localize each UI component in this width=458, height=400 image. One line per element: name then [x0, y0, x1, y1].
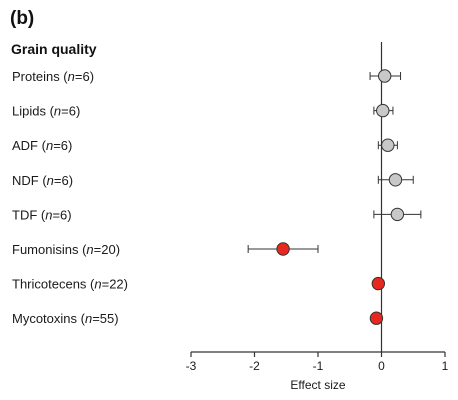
row-label-count: =22) [102, 277, 128, 292]
row-label-prefix: TDF ( [12, 207, 46, 222]
row-label-n: n [54, 104, 61, 119]
row-label-count: =6) [52, 207, 71, 222]
row-label-prefix: Fumonisins ( [12, 242, 87, 257]
row-label-n: n [45, 207, 52, 222]
row-label: ADF (n=6) [12, 138, 72, 153]
x-axis-title: Effect size [290, 378, 345, 392]
row-label: Mycotoxins (n=55) [12, 311, 119, 326]
row-label-count: =6) [61, 104, 80, 119]
row-label-n: n [86, 242, 93, 257]
row-label: Proteins (n=6) [12, 69, 94, 84]
row-label: TDF (n=6) [12, 207, 72, 222]
rows: Proteins (n=6)Lipids (n=6)ADF (n=6)NDF (… [12, 69, 422, 326]
effect-point [381, 138, 395, 152]
row-label-count: =6) [54, 173, 73, 188]
x-tick-label: -2 [249, 359, 260, 373]
row-label-prefix: Thricotecens ( [12, 277, 95, 292]
effect-point [276, 242, 290, 256]
panel-label: (b) [10, 8, 34, 29]
row-label-prefix: Proteins ( [12, 69, 68, 84]
x-tick-label: -3 [186, 359, 197, 373]
row-label-prefix: Mycotoxins ( [12, 311, 86, 326]
effect-point [376, 103, 390, 118]
row-label-prefix: NDF ( [12, 173, 47, 188]
x-tick-label: -1 [313, 359, 324, 373]
row-label-n: n [68, 69, 75, 84]
effect-point [390, 207, 405, 222]
effect-point [388, 173, 403, 187]
effect-point [371, 276, 386, 291]
row-label: Lipids (n=6) [12, 104, 80, 119]
axes: -3 -2 -1 0 1 [186, 42, 449, 373]
row-label-count: =55) [92, 311, 118, 326]
row-label-n: n [47, 173, 54, 188]
row-label: Thricotecens (n=22) [12, 277, 128, 292]
effect-point [369, 311, 384, 325]
row-label-count: =6) [75, 69, 94, 84]
row-label-count: =6) [53, 138, 72, 153]
row-label-n: n [94, 277, 101, 292]
row-label-n: n [85, 311, 92, 326]
row-label: Fumonisins (n=20) [12, 242, 120, 257]
x-tick-label: 1 [442, 359, 449, 373]
row-label-prefix: ADF ( [12, 138, 47, 153]
x-tick-label: 0 [378, 359, 385, 373]
row-label-prefix: Lipids ( [12, 104, 55, 119]
row-label-n: n [46, 138, 53, 153]
row-label: NDF (n=6) [12, 173, 73, 188]
row-label-count: =20) [94, 242, 120, 257]
effect-point [377, 69, 392, 83]
section-title: Grain quality [11, 41, 97, 57]
